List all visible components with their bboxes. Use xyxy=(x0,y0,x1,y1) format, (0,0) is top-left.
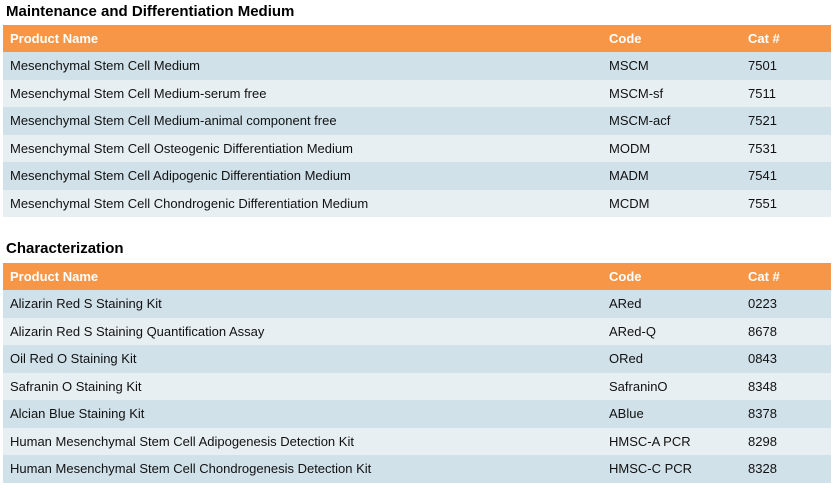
product-code: MCDM xyxy=(602,189,741,217)
product-code: HMSC-C PCR xyxy=(602,455,741,483)
product-code: MSCM-sf xyxy=(602,79,741,107)
product-name: Alizarin Red S Staining Kit xyxy=(3,290,602,318)
table-row: Alizarin Red S Staining Kit ARed 0223 xyxy=(3,290,831,318)
maintenance-table: Product Name Code Cat # Mesenchymal Stem Ce… xyxy=(3,25,831,217)
product-name: Oil Red O Staining Kit xyxy=(3,345,602,373)
table-row: Mesenchymal Stem Cell Osteogenic Differe… xyxy=(3,134,831,162)
product-name: Human Mesenchymal Stem Cell Chondrogenes… xyxy=(3,455,602,483)
product-name: Alcian Blue Staining Kit xyxy=(3,400,602,428)
table-row: Oil Red O Staining Kit ORed 0843 xyxy=(3,345,831,373)
product-code: MODM xyxy=(602,134,741,162)
catalog-number: 7531 xyxy=(741,134,831,162)
section-title-characterization: Characterization xyxy=(6,240,124,257)
catalog-number: 8678 xyxy=(741,317,831,345)
table-row: Mesenchymal Stem Cell Medium MSCM 7501 xyxy=(3,52,831,80)
catalog-number: 8378 xyxy=(741,400,831,428)
catalog-number: 8298 xyxy=(741,427,831,455)
table-row: Mesenchymal Stem Cell Medium-animal comp… xyxy=(3,107,831,135)
product-code: ARed xyxy=(602,290,741,318)
product-name: Mesenchymal Stem Cell Osteogenic Differe… xyxy=(3,134,602,162)
product-code: ABlue xyxy=(602,400,741,428)
product-code: MADM xyxy=(602,162,741,190)
product-code: ORed xyxy=(602,345,741,373)
catalog-number: 8328 xyxy=(741,455,831,483)
column-header: Product Name xyxy=(3,263,602,290)
column-header: Cat # xyxy=(741,25,831,52)
column-header: Code xyxy=(602,25,741,52)
catalog-number: 7551 xyxy=(741,189,831,217)
product-name: Alizarin Red S Staining Quantification A… xyxy=(3,317,602,345)
product-code: ARed-Q xyxy=(602,317,741,345)
table-row: Mesenchymal Stem Cell Medium-serum free M… xyxy=(3,79,831,107)
product-name: Mesenchymal Stem Cell Adipogenic Differe… xyxy=(3,162,602,190)
table-row: Mesenchymal Stem Cell Adipogenic Differe… xyxy=(3,162,831,190)
header-row: Product Name Code Cat # xyxy=(3,25,831,52)
table-row: Alizarin Red S Staining Quantification A… xyxy=(3,317,831,345)
catalog-number: 7501 xyxy=(741,52,831,80)
column-header: Cat # xyxy=(741,263,831,290)
catalog-number: 7511 xyxy=(741,79,831,107)
catalog-number: 7521 xyxy=(741,107,831,135)
column-header: Product Name xyxy=(3,25,602,52)
catalog-number: 0223 xyxy=(741,290,831,318)
product-name: Human Mesenchymal Stem Cell Adipogenesis… xyxy=(3,427,602,455)
characterization-table: Product Name Code Cat # Alizarin Red S Stai… xyxy=(3,263,831,483)
product-name: Mesenchymal Stem Cell Medium xyxy=(3,52,602,80)
product-code: MSCM xyxy=(602,52,741,80)
product-name: Mesenchymal Stem Cell Medium-animal comp… xyxy=(3,107,602,135)
product-code: HMSC-A PCR xyxy=(602,427,741,455)
table-row: Mesenchymal Stem Cell Chondrogenic Diffe… xyxy=(3,189,831,217)
product-name: Safranin O Staining Kit xyxy=(3,372,602,400)
table-row: Alcian Blue Staining Kit ABlue 8378 xyxy=(3,400,831,428)
table-row: Safranin O Staining Kit SafraninO 8348 xyxy=(3,372,831,400)
product-name: Mesenchymal Stem Cell Chondrogenic Diffe… xyxy=(3,189,602,217)
header-row: Product Name Code Cat # xyxy=(3,263,831,290)
table-row: Human Mesenchymal Stem Cell Adipogenesis… xyxy=(3,427,831,455)
column-header: Code xyxy=(602,263,741,290)
table-row: Human Mesenchymal Stem Cell Chondrogenes… xyxy=(3,455,831,483)
product-name: Mesenchymal Stem Cell Medium-serum free xyxy=(3,79,602,107)
section-title-maintenance: Maintenance and Differentiation Medium xyxy=(6,3,295,20)
product-code: MSCM-acf xyxy=(602,107,741,135)
catalog-number: 8348 xyxy=(741,372,831,400)
catalog-number: 7541 xyxy=(741,162,831,190)
catalog-number: 0843 xyxy=(741,345,831,373)
product-code: SafraninO xyxy=(602,372,741,400)
